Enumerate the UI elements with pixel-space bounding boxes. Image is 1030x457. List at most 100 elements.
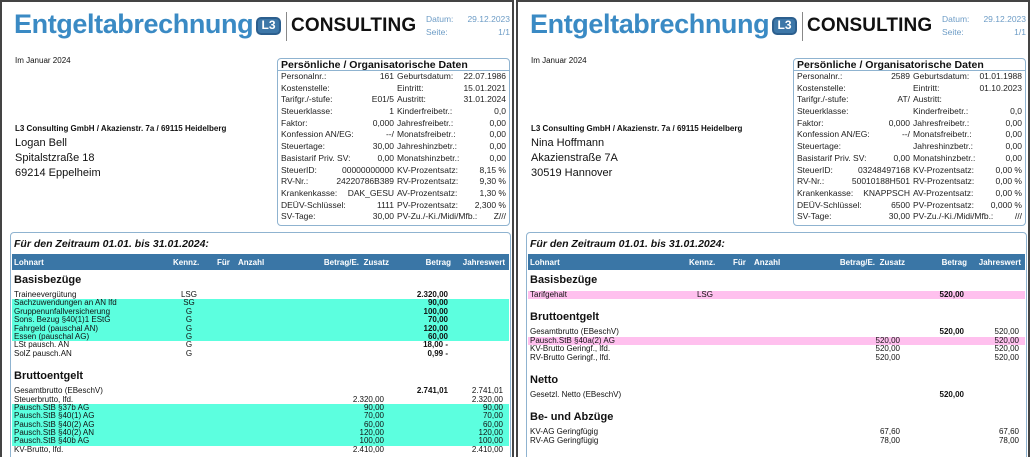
- field-value: 0,00: [1005, 152, 1022, 163]
- personal-data-row: DEÜV-Schlüssel: 1111 PV-Prozentsatz: 2,300 …: [281, 200, 506, 212]
- table-row: KV-AG Geringfügig 67,60 67,60: [528, 428, 1025, 436]
- amount: 60,00: [427, 331, 448, 341]
- field-value: 0,00: [489, 117, 506, 128]
- personal-data-pair: Tarifgr./-stufe: AT/: [797, 94, 910, 106]
- field-value: 161: [379, 71, 394, 81]
- field-value: 0,00 %: [995, 164, 1022, 175]
- date-row: Datum: 29.12.2023: [426, 13, 510, 26]
- field-label: Faktor:: [281, 117, 308, 128]
- column-header: Betrag: [941, 258, 967, 267]
- company-logo: L3 CONSULTING: [772, 11, 932, 41]
- field-label: Faktor:: [797, 117, 824, 128]
- table-row: Tarifgehalt LSG 520,00: [528, 291, 1025, 300]
- indicator: G: [185, 331, 193, 341]
- document-meta: Datum: 29.12.2023 Seite: 1/1: [942, 13, 1026, 39]
- personal-data-pair: Krankenkasse: DAK_GESU: [281, 188, 394, 200]
- field-value: 50010188H501: [851, 176, 910, 187]
- table-row: Pausch.StB §40(1) AG 70,00 70,00: [12, 412, 509, 421]
- logo-divider: [802, 11, 803, 41]
- field-value: 0,00: [893, 152, 910, 163]
- page-value: 1/1: [498, 27, 510, 37]
- field-label: Krankenkasse:: [281, 187, 338, 198]
- column-header: Für: [733, 258, 746, 267]
- personal-data-row: Faktor: 0,000 Jahresfreibetr.: 0,00: [281, 118, 506, 130]
- column-header: Lohnart: [530, 258, 560, 267]
- field-label: Steuertage:: [281, 141, 325, 152]
- table-row: Gesamtbrutto (EBeschV) 520,00 520,00: [528, 328, 1025, 336]
- page-title: Entgeltabrechnung: [530, 9, 770, 39]
- wage-type: KV-Brutto Geringf., lfd.: [530, 344, 611, 354]
- field-value: --/: [385, 129, 394, 140]
- wage-type: Gruppenunfallversicherung: [14, 306, 111, 316]
- field-label: PV-Zu./-Ki./Midi/Mfb.:: [913, 211, 994, 222]
- field-label: RV-Nr.:: [281, 176, 309, 187]
- address-line: 30519 Hannover: [531, 167, 613, 179]
- field-label: Austritt:: [397, 94, 426, 105]
- payslip-page-1: Entgeltabrechnung L3 CONSULTING Datum: 29.12…: [0, 0, 514, 457]
- personal-data-row: Kostenstelle: Eintritt: 15.01.2021: [281, 83, 506, 95]
- field-label: Krankenkasse:: [797, 187, 854, 198]
- annual-value: 78,00: [998, 435, 1019, 445]
- personal-data-row: Faktor: 0,000 Jahresfreibetr.: 0,00: [797, 118, 1022, 130]
- personal-data-pair: Eintritt: 15.01.2021: [397, 83, 506, 95]
- personal-data-box: Persönliche / Organisatorische Daten Pers…: [793, 58, 1026, 226]
- personal-data-row: Personalnr.: 2589 Geburtsdatum: 01.01.1988: [797, 71, 1022, 83]
- wage-type: Gesetzl. Netto (EBeschV): [530, 389, 622, 399]
- annual-value: 60,00: [482, 419, 503, 429]
- field-label: SteuerID:: [797, 164, 833, 175]
- additional-amount: 67,60: [879, 427, 900, 437]
- section-heading: Bruttoentgelt: [530, 311, 600, 324]
- page-value: 1/1: [1014, 27, 1026, 37]
- address-line: Spitalstzraße 18: [15, 152, 95, 164]
- column-header: Betrag: [425, 258, 451, 267]
- personal-data-row: Basistarif Priv. SV: 0,00 Monatshinzbetr.:…: [797, 153, 1022, 165]
- personal-data-pair: PV-Zu./-Ki./Midi/Mfb.: Z///: [397, 211, 506, 223]
- annual-value: 120,00: [478, 428, 503, 438]
- personal-data-pair: Jahreshinzbetr.: 0,00: [397, 141, 506, 153]
- additional-amount: 2.320,00: [352, 394, 384, 404]
- table-row: Gruppenunfallversicherung G 100,00: [12, 306, 509, 317]
- field-value: 0,00: [489, 152, 506, 163]
- field-label: Monatshinzbetr.:: [397, 152, 460, 163]
- billing-month: Im Januar 2024: [15, 56, 71, 65]
- date-row: Datum: 29.12.2023: [942, 13, 1026, 26]
- personal-data-pair: Faktor: 0,000: [797, 118, 910, 130]
- page-row: Seite: 1/1: [942, 26, 1026, 39]
- indicator: G: [185, 323, 193, 333]
- annual-value: 67,60: [998, 427, 1019, 437]
- payroll-box: Für den Zeitraum 01.01. bis 31.01.2024: L…: [526, 232, 1027, 457]
- indicator: G: [185, 315, 193, 325]
- field-label: SteuerID:: [281, 164, 317, 175]
- amount: 120,00: [423, 323, 448, 333]
- payslip-page-2: Entgeltabrechnung L3 CONSULTING Datum: 29.12…: [516, 0, 1030, 457]
- personal-data-pair: KV-Prozentsatz: 0,00 %: [913, 165, 1022, 177]
- personal-data-row: Tarifgr./-stufe: E01/5 Austritt: 31.01.2024: [281, 94, 506, 106]
- column-header: Kennz.: [689, 258, 716, 267]
- personal-data-row: SV-Tage: 30,00 PV-Zu./-Ki./Midi/Mfb.: ///: [797, 211, 1022, 223]
- personal-data-pair: Steuertage:: [797, 141, 910, 153]
- field-label: Jahresfreibetr.:: [397, 117, 454, 128]
- additional-amount: 520,00: [875, 344, 900, 354]
- wage-type: Pausch.StB §40b AG: [14, 436, 90, 446]
- field-value: 22.07.1986: [463, 71, 506, 81]
- field-value: 0,00: [489, 141, 506, 152]
- field-label: AV-Prozentsatz:: [397, 187, 458, 198]
- field-value: 03248497168: [857, 164, 910, 175]
- personal-data-row: Personalnr.: 161 Geburtsdatum: 22.07.1986: [281, 71, 506, 83]
- field-value: 01.01.1988: [979, 71, 1022, 81]
- indicator: G: [185, 306, 193, 316]
- indicator: SG: [183, 298, 195, 308]
- personal-data-row: Steuertage: 30,00 Jahreshinzbetr.: 0,00: [281, 141, 506, 153]
- field-label: Tarifgr./-stufe:: [281, 94, 333, 105]
- wage-type: LSt pausch. AN: [14, 340, 70, 350]
- field-label: Steuertage:: [797, 141, 841, 152]
- section-heading: Basisbezüge: [530, 274, 598, 286]
- column-header: Jahreswert: [462, 258, 505, 267]
- personal-data-pair: Austritt: 31.01.2024: [397, 94, 506, 106]
- address-line: Nina Hoffmann: [531, 137, 605, 149]
- personal-data-pair: Jahresfreibetr.: 0,00: [913, 118, 1022, 130]
- personal-data-pair: SV-Tage: 30,00: [797, 211, 910, 223]
- personal-data-pair: Austritt:: [913, 94, 1022, 106]
- field-value: 30,00: [888, 211, 910, 222]
- field-value: 1: [389, 106, 394, 117]
